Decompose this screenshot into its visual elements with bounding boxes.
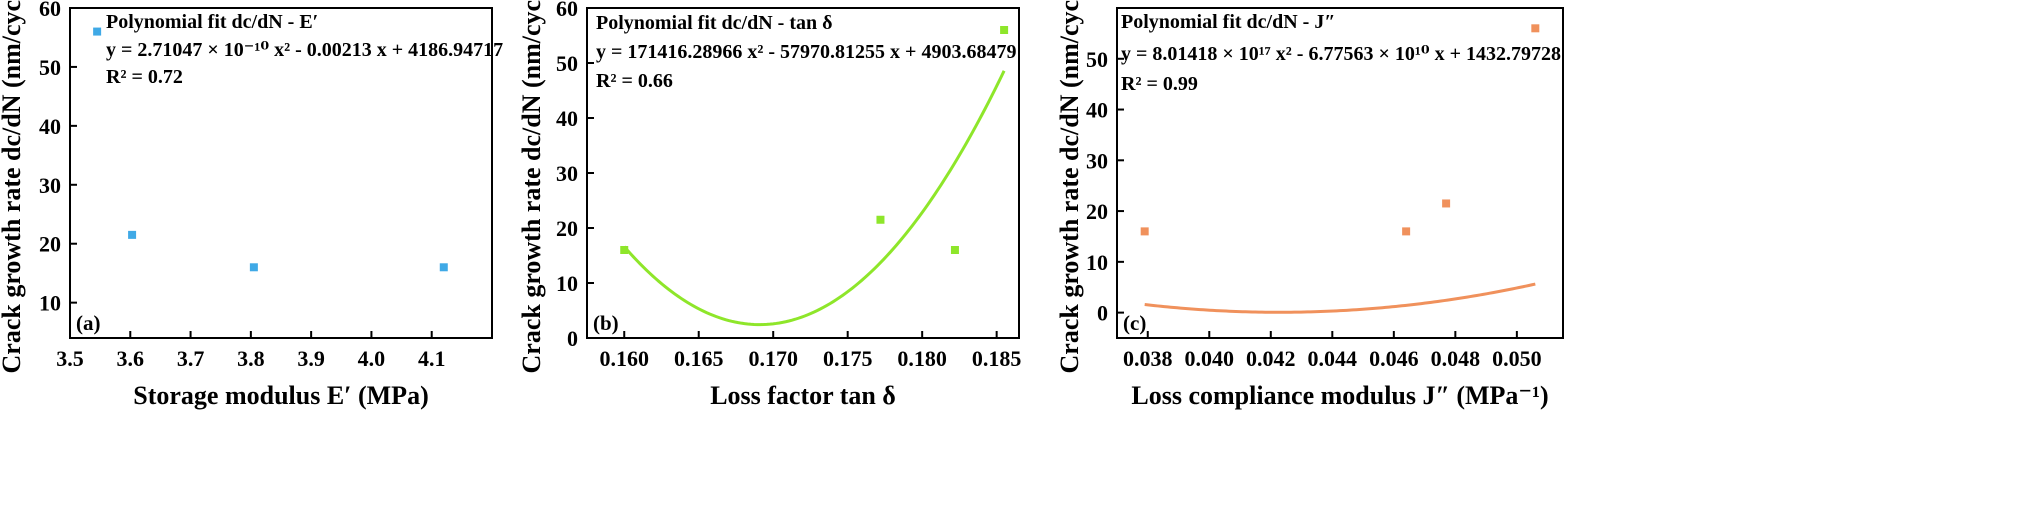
data-point [950, 246, 959, 254]
y-tick-label: 30 [39, 173, 61, 198]
plot-frame [69, 7, 493, 339]
r-squared: R² = 0.99 [1121, 73, 1198, 95]
y-tick-label: 50 [39, 55, 61, 80]
y-tick-label: 50 [1086, 47, 1108, 72]
r-squared: R² = 0.66 [596, 70, 673, 92]
panel-label: (b) [593, 311, 619, 335]
y-tick-label: 20 [1086, 199, 1108, 224]
fit-title: Polynomial fit dc/dN - J″ [1121, 11, 1335, 33]
x-tick-label: 4.0 [358, 346, 386, 371]
r-squared: R² = 0.72 [106, 66, 183, 88]
data-point [439, 263, 448, 272]
x-tick-label: 0.170 [748, 346, 798, 371]
x-tick-label: 0.165 [674, 346, 724, 371]
x-tick-label: 0.046 [1369, 346, 1419, 371]
y-tick-label: 0 [567, 326, 578, 351]
x-tick-label: 0.050 [1492, 346, 1542, 371]
fit-title: Polynomial fit dc/dN - E′ [106, 11, 318, 33]
chart-panel-2: 0.160 0.165 0.170 0.175 0.180 0.185 0 10 20 30 40 5… [517, 0, 1021, 410]
x-axis-label: Loss factor tan δ [710, 381, 896, 410]
x-tick-label: 3.7 [177, 346, 205, 371]
data-point [620, 246, 629, 254]
fit-curve [623, 70, 1006, 327]
fit-title: Polynomial fit dc/dN - tan δ [596, 12, 833, 34]
data-point [93, 27, 102, 36]
x-tick-label: 3.6 [117, 346, 145, 371]
data-point [1531, 24, 1540, 33]
y-tick-label: 60 [556, 0, 578, 21]
y-tick-label: 50 [556, 51, 578, 76]
fit-curve [1144, 282, 1536, 314]
data-point [1140, 227, 1149, 236]
x-tick-label: 0.048 [1431, 346, 1481, 371]
y-tick-label: 0 [1097, 301, 1108, 326]
y-tick-label: 30 [1086, 148, 1108, 173]
x-tick-label: 0.042 [1246, 346, 1296, 371]
x-tick-label: 0.044 [1308, 346, 1358, 371]
y-axis-label: Crack growth rate dc/dN (nm/cycle) [1055, 0, 1084, 373]
x-tick-label: 4.1 [418, 346, 446, 371]
fit-equation: y = 8.01418 × 10¹⁷ x² - 6.77563 × 10¹⁰ x… [1121, 43, 1561, 65]
y-tick-label: 40 [556, 106, 578, 131]
data-point [249, 263, 258, 272]
data-point [1442, 199, 1451, 208]
y-tick-label: 30 [556, 161, 578, 186]
x-tick-label: 3.9 [297, 346, 325, 371]
y-tick-label: 60 [39, 0, 61, 21]
data-point [876, 215, 885, 224]
y-tick-label: 40 [39, 114, 61, 139]
fit-equation: y = 2.71047 × 10⁻¹⁰ x² - 0.00213 x + 418… [106, 39, 503, 61]
y-tick-label: 20 [39, 232, 61, 257]
x-axis-label: Loss compliance modulus J″ (MPa⁻¹) [1131, 381, 1548, 410]
x-tick-label: 0.175 [823, 346, 873, 371]
y-tick-label: 20 [556, 216, 578, 241]
y-tick-label: 10 [1086, 250, 1108, 275]
x-tick-label: 3.5 [56, 346, 84, 371]
x-tick-label: 3.8 [237, 346, 265, 371]
x-axis-label: Storage modulus E′ (MPa) [133, 381, 428, 410]
chart-panel-1: 3.5 3.6 3.7 3.8 3.9 4.0 4.1 10 20 30 40 50 60 Storage… [0, 0, 503, 410]
y-tick-label: 10 [556, 271, 578, 296]
chart-panel-3: 0.038 0.040 0.042 0.044 0.046 0.048 0.050 0 10 20… [1055, 0, 1564, 410]
y-axis-label: Crack growth rate dc/dN (nm/cycle) [517, 0, 546, 373]
data-point [1402, 227, 1411, 236]
x-tick-label: 0.160 [599, 346, 649, 371]
y-tick-label: 40 [1086, 98, 1108, 123]
panel-label: (a) [76, 311, 101, 335]
fit-equation: y = 171416.28966 x² - 57970.81255 x + 49… [596, 41, 1016, 63]
y-tick-label: 10 [39, 291, 61, 316]
x-tick-label: 0.185 [972, 346, 1022, 371]
x-tick-label: 0.038 [1123, 346, 1173, 371]
data-point [128, 230, 137, 239]
data-point [1000, 26, 1009, 34]
panel-label: (c) [1123, 311, 1146, 335]
y-axis-label: Crack growth rate dc/dN (nm/cycle) [0, 0, 26, 373]
x-tick-label: 0.180 [897, 346, 947, 371]
plot-frame [1116, 7, 1564, 339]
x-tick-label: 0.040 [1185, 346, 1235, 371]
